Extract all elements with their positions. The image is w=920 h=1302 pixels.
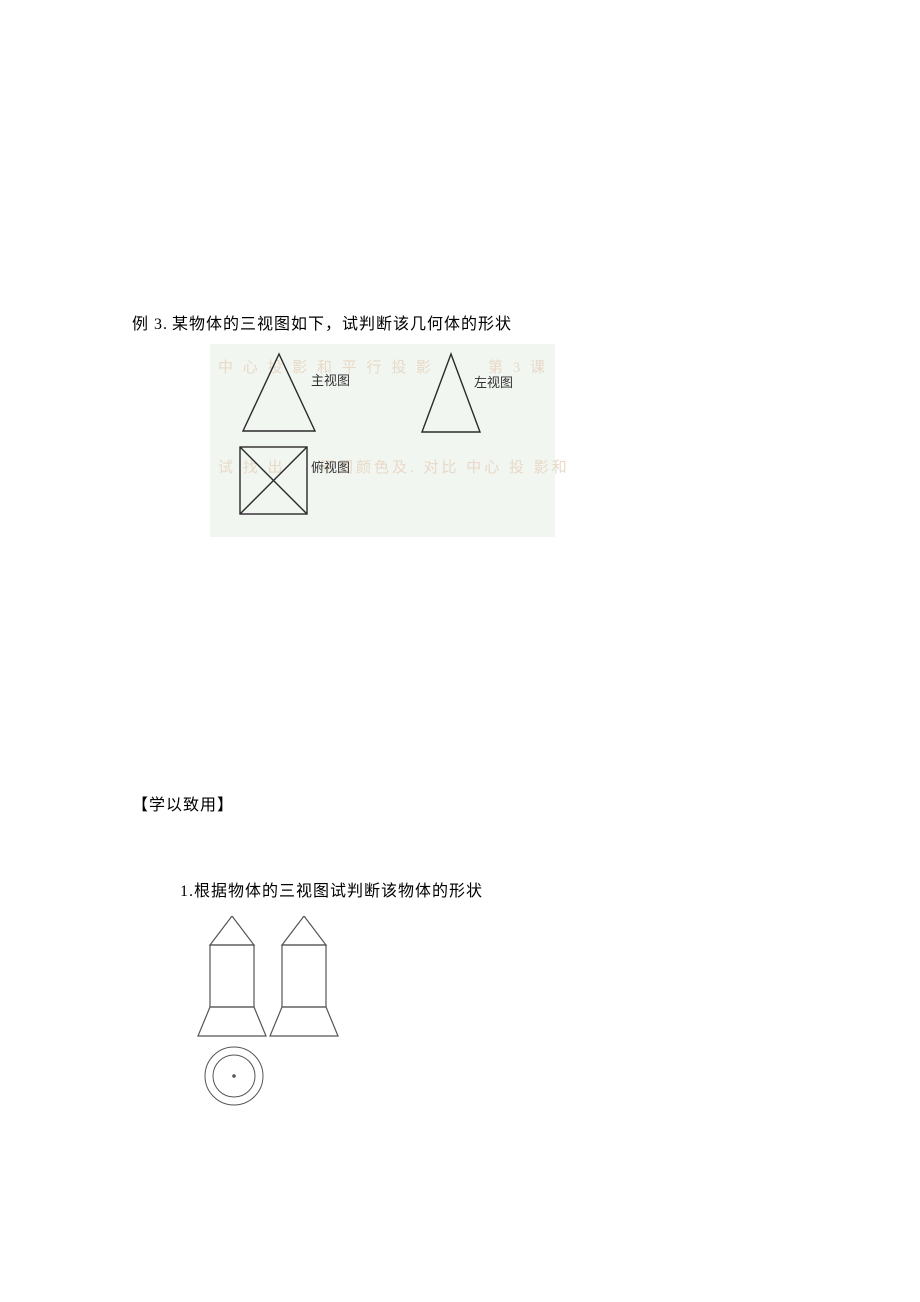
exercise-number: 1. xyxy=(180,883,194,900)
left-view-triangle xyxy=(422,354,480,432)
top-view-label: 俯视图 xyxy=(311,457,350,476)
example-text: 某物体的三视图如下，试判断该几何体的形状 xyxy=(172,316,512,333)
three-view-panel: 中 心 投 影 和 平 行 投 影 第 3 课 不同颜色及. 对比 中心 投 影… xyxy=(210,344,555,537)
exercise-1-line: 1.根据物体的三视图试判断该物体的形状 xyxy=(180,877,483,901)
example-number: 例 3. xyxy=(132,316,168,333)
front-view-label: 主视图 xyxy=(311,370,350,389)
front-view-triangle xyxy=(243,354,315,431)
rocket-left-view xyxy=(270,916,338,1036)
exercise-1-figure xyxy=(196,916,356,1121)
example-3-line: 例 3. 某物体的三视图如下，试判断该几何体的形状 xyxy=(132,310,512,334)
rocket-front-view xyxy=(198,916,266,1036)
left-view-label: 左视图 xyxy=(474,372,513,391)
exercise-text: 根据物体的三视图试判断该物体的形状 xyxy=(194,883,483,900)
rocket-top-view xyxy=(205,1047,263,1105)
top-view-square-x xyxy=(240,447,307,514)
exercise-1-svg xyxy=(196,916,356,1116)
section-header: 【学以致用】 xyxy=(132,791,234,815)
